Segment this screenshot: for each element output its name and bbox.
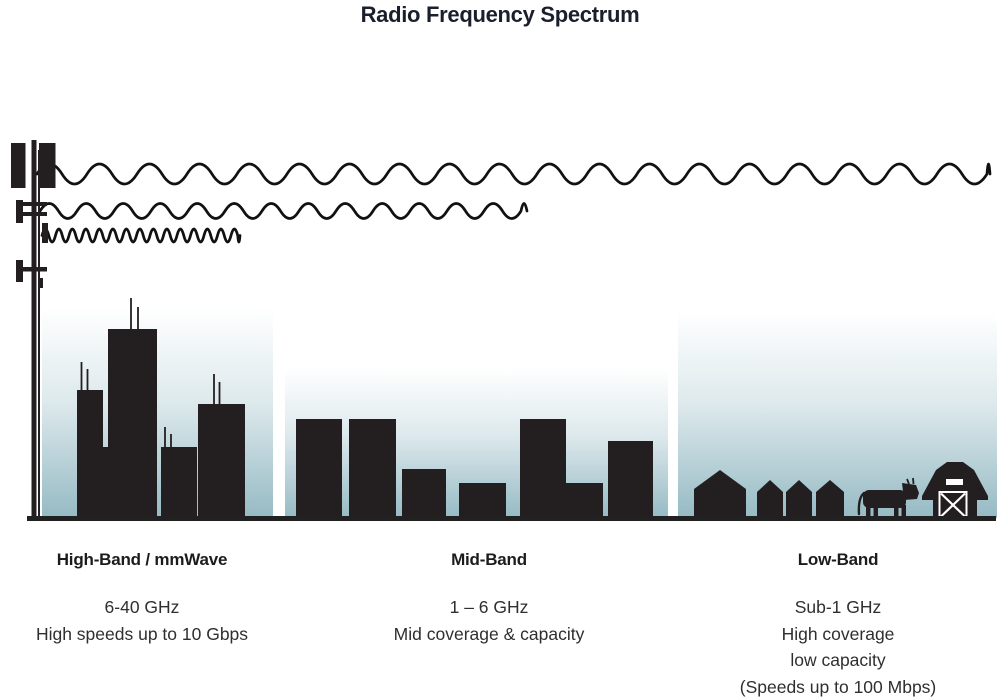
short-wavelength-wave-icon <box>40 227 242 244</box>
tower-crossbar <box>18 202 47 206</box>
skyscraper <box>103 447 109 518</box>
cow-body <box>863 490 906 508</box>
low-band-description-line1: High coverage <box>781 623 895 644</box>
long-wavelength-wave-icon <box>35 162 992 186</box>
skyscraper <box>161 447 197 518</box>
building <box>296 419 342 518</box>
tower-pole <box>31 140 37 518</box>
cow-leg <box>873 505 878 519</box>
tower-crossbar <box>20 212 47 216</box>
barn-loft-window <box>946 479 963 485</box>
building <box>608 441 653 518</box>
skyscraper <box>77 390 103 518</box>
low-band-heading: Low-Band <box>797 550 879 569</box>
tower-side-antenna <box>16 200 23 223</box>
ground-baseline <box>27 516 996 521</box>
high-band-heading: High-Band / mmWave <box>56 550 228 569</box>
cow-leg <box>894 505 899 519</box>
high-band-description: High speeds up to 10 Gbps <box>35 623 249 644</box>
cow-leg <box>901 505 906 519</box>
farm-houses-barn-cow-icon <box>694 462 988 520</box>
tower-side-antenna <box>42 223 48 243</box>
house-icon <box>694 470 746 518</box>
skyscraper <box>108 329 157 518</box>
barn-door-cross <box>940 492 966 518</box>
tower-antenna-panel-right <box>39 143 56 188</box>
low-band-frequency-range: Sub-1 GHz <box>794 597 882 617</box>
low-band-description-line2: low capacity <box>790 650 886 670</box>
mid-band-description: Mid coverage & capacity <box>393 623 585 644</box>
building <box>566 483 603 518</box>
house-icon <box>786 480 812 518</box>
medium-wavelength-wave-icon <box>38 202 529 220</box>
cow-horn <box>906 478 910 485</box>
house-icon <box>757 480 783 518</box>
radio-waves <box>35 162 992 244</box>
barn-icon <box>922 462 988 520</box>
building <box>402 469 446 518</box>
cow-icon <box>857 477 919 519</box>
high-band-label-group: High-Band / mmWave 6-40 GHz High speeds … <box>36 550 248 647</box>
mid-band-label-group: Mid-Band 1 – 6 GHz Mid coverage & capaci… <box>394 550 585 647</box>
tower-crossbar <box>18 267 47 272</box>
mid-rise-buildings-icon <box>296 419 653 518</box>
mid-band-frequency-range: 1 – 6 GHz <box>449 597 529 617</box>
city-skyline-icon <box>77 298 245 518</box>
cell-tower-icon <box>11 140 56 518</box>
building <box>459 483 506 518</box>
high-band-frequency-range: 6-40 GHz <box>104 597 180 617</box>
skyscraper <box>198 404 245 518</box>
mid-band-heading: Mid-Band <box>451 550 527 569</box>
house-icon <box>816 480 844 518</box>
tower-antenna-panel-left <box>11 143 26 188</box>
tower-side-antenna <box>16 260 23 282</box>
cow-tail <box>857 491 866 516</box>
building <box>520 419 566 518</box>
page-title: Radio Frequency Spectrum <box>360 2 640 27</box>
tower-pole-thin <box>38 150 40 518</box>
cow-leg <box>866 505 871 519</box>
tower-pole-stub <box>38 278 43 288</box>
building <box>349 419 396 518</box>
cow-head <box>902 483 919 500</box>
low-band-description-line3: (Speeds up to 100 Mbps) <box>739 676 937 697</box>
low-band-label-group: Low-Band Sub-1 GHz High coverage low cap… <box>740 550 937 700</box>
cow-horn <box>912 477 915 485</box>
